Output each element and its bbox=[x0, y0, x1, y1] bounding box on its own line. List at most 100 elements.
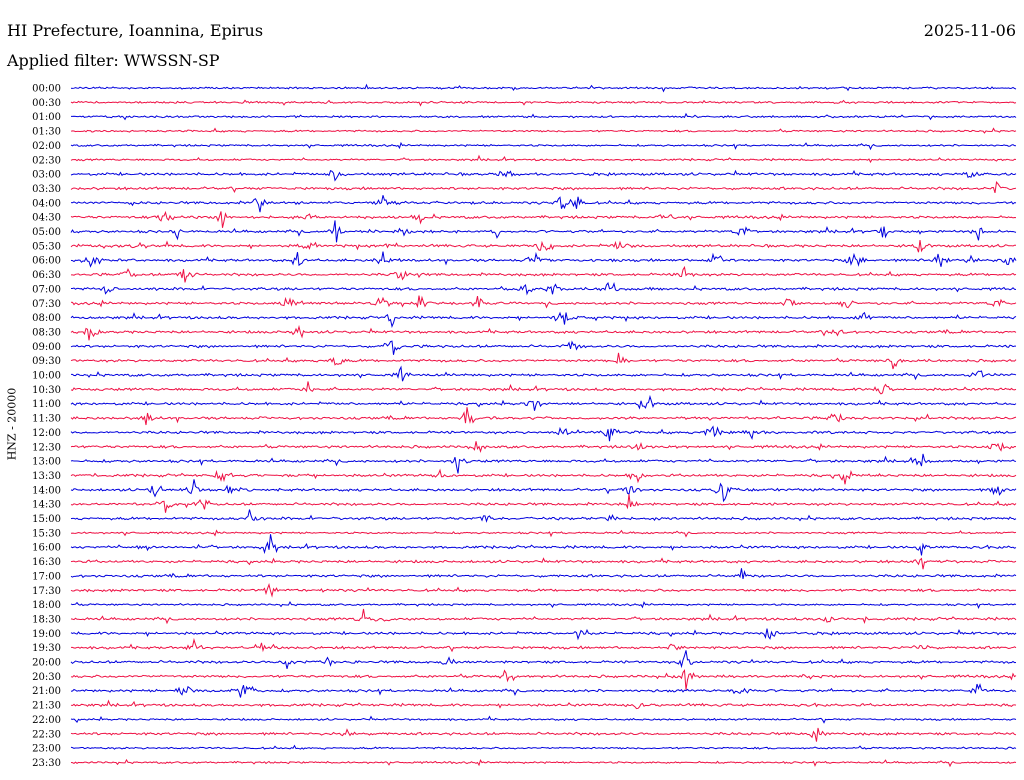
time-label: 18:00 bbox=[32, 600, 61, 611]
time-label: 12:30 bbox=[32, 442, 61, 453]
time-label: 23:00 bbox=[32, 744, 61, 755]
trace-line bbox=[70, 441, 1017, 453]
trace-line bbox=[70, 352, 1017, 370]
trace-line bbox=[70, 295, 1017, 309]
time-label: 04:30 bbox=[32, 213, 61, 224]
trace-line bbox=[70, 251, 1017, 268]
time-label: 23:30 bbox=[32, 758, 61, 769]
time-label: 22:30 bbox=[32, 729, 61, 740]
trace-line bbox=[70, 509, 1017, 523]
trace-line bbox=[70, 220, 1017, 243]
time-label: 13:00 bbox=[32, 457, 61, 468]
time-label: 20:30 bbox=[32, 672, 61, 683]
time-label: 01:00 bbox=[32, 112, 61, 123]
time-label: 05:00 bbox=[32, 227, 61, 238]
trace-line bbox=[70, 534, 1017, 556]
trace-line bbox=[70, 600, 1017, 610]
trace-line bbox=[70, 154, 1017, 164]
trace-line bbox=[70, 608, 1017, 625]
trace-line bbox=[70, 210, 1017, 228]
trace-line bbox=[70, 407, 1017, 426]
time-label: 11:00 bbox=[32, 399, 61, 410]
time-label: 06:00 bbox=[32, 256, 61, 267]
time-label: 14:00 bbox=[32, 485, 61, 496]
trace-line bbox=[70, 99, 1017, 107]
time-label: 00:00 bbox=[32, 84, 61, 95]
plot-date: 2025-11-06 bbox=[923, 21, 1016, 40]
time-label: 04:00 bbox=[32, 198, 61, 209]
time-label: 16:00 bbox=[32, 543, 61, 554]
trace-line bbox=[70, 112, 1017, 121]
trace-line bbox=[70, 453, 1017, 474]
trace-line bbox=[70, 195, 1017, 213]
trace-line bbox=[70, 494, 1017, 513]
trace-line bbox=[70, 715, 1017, 724]
time-label: 17:00 bbox=[32, 571, 61, 582]
time-label: 01:30 bbox=[32, 127, 61, 138]
trace-line bbox=[70, 468, 1017, 485]
time-label: 15:00 bbox=[32, 514, 61, 525]
trace-line bbox=[70, 727, 1017, 742]
time-label: 17:30 bbox=[32, 586, 61, 597]
trace-line bbox=[70, 365, 1017, 382]
time-label: 03:30 bbox=[32, 184, 61, 195]
time-label: 18:30 bbox=[32, 614, 61, 625]
time-label: 08:00 bbox=[32, 313, 61, 324]
time-label: 02:30 bbox=[32, 155, 61, 166]
trace-line bbox=[70, 169, 1017, 182]
trace-line bbox=[70, 281, 1017, 296]
time-label: 10:30 bbox=[32, 385, 61, 396]
time-label: 07:30 bbox=[32, 299, 61, 310]
trace-line bbox=[70, 394, 1017, 411]
trace-line bbox=[70, 744, 1017, 750]
time-label: 22:00 bbox=[32, 715, 61, 726]
trace-line bbox=[70, 181, 1017, 194]
trace-line bbox=[70, 628, 1017, 641]
trace-line bbox=[70, 311, 1017, 329]
time-label: 10:00 bbox=[32, 371, 61, 382]
time-label: 19:30 bbox=[32, 643, 61, 654]
time-label: 00:30 bbox=[32, 98, 61, 109]
trace-line bbox=[70, 479, 1017, 503]
trace-line bbox=[70, 669, 1017, 690]
trace-line bbox=[70, 650, 1017, 669]
trace-line bbox=[70, 637, 1017, 653]
trace-line bbox=[70, 683, 1017, 698]
time-label: 13:30 bbox=[32, 471, 61, 482]
trace-line bbox=[70, 240, 1016, 253]
trace-line bbox=[70, 340, 1017, 355]
trace-line bbox=[70, 141, 1017, 151]
time-label: 03:00 bbox=[32, 170, 61, 181]
time-label: 09:00 bbox=[32, 342, 61, 353]
station-title: HI Prefecture, Ioannina, Epirus bbox=[7, 21, 264, 40]
trace-line bbox=[70, 425, 1017, 442]
time-label: 21:30 bbox=[32, 701, 61, 712]
time-label: 14:30 bbox=[32, 500, 61, 511]
time-label: 05:30 bbox=[32, 241, 61, 252]
trace-line bbox=[70, 324, 1017, 341]
time-label: 06:30 bbox=[32, 270, 61, 281]
trace-line bbox=[70, 381, 1017, 395]
time-label: 16:30 bbox=[32, 557, 61, 568]
time-label: 07:00 bbox=[32, 284, 61, 295]
trace-line bbox=[70, 699, 1017, 710]
time-label: 12:00 bbox=[32, 428, 61, 439]
time-label: 19:00 bbox=[32, 629, 61, 640]
time-label: 09:30 bbox=[32, 356, 61, 367]
time-label: 15:30 bbox=[32, 528, 61, 539]
time-label: 08:30 bbox=[32, 327, 61, 338]
time-label: 02:00 bbox=[32, 141, 61, 152]
trace-line bbox=[70, 758, 1017, 768]
filter-label: Applied filter: WWSSN-SP bbox=[7, 51, 220, 70]
trace-line bbox=[70, 583, 1017, 598]
trace-line bbox=[70, 529, 1017, 538]
trace-line bbox=[70, 568, 1017, 580]
trace-line bbox=[70, 83, 1017, 93]
time-label: 11:30 bbox=[32, 414, 61, 425]
time-label: 21:00 bbox=[32, 686, 61, 697]
time-label: 20:00 bbox=[32, 658, 61, 669]
trace-line bbox=[70, 557, 1017, 570]
trace-line bbox=[70, 127, 1017, 134]
trace-line bbox=[70, 265, 1017, 283]
